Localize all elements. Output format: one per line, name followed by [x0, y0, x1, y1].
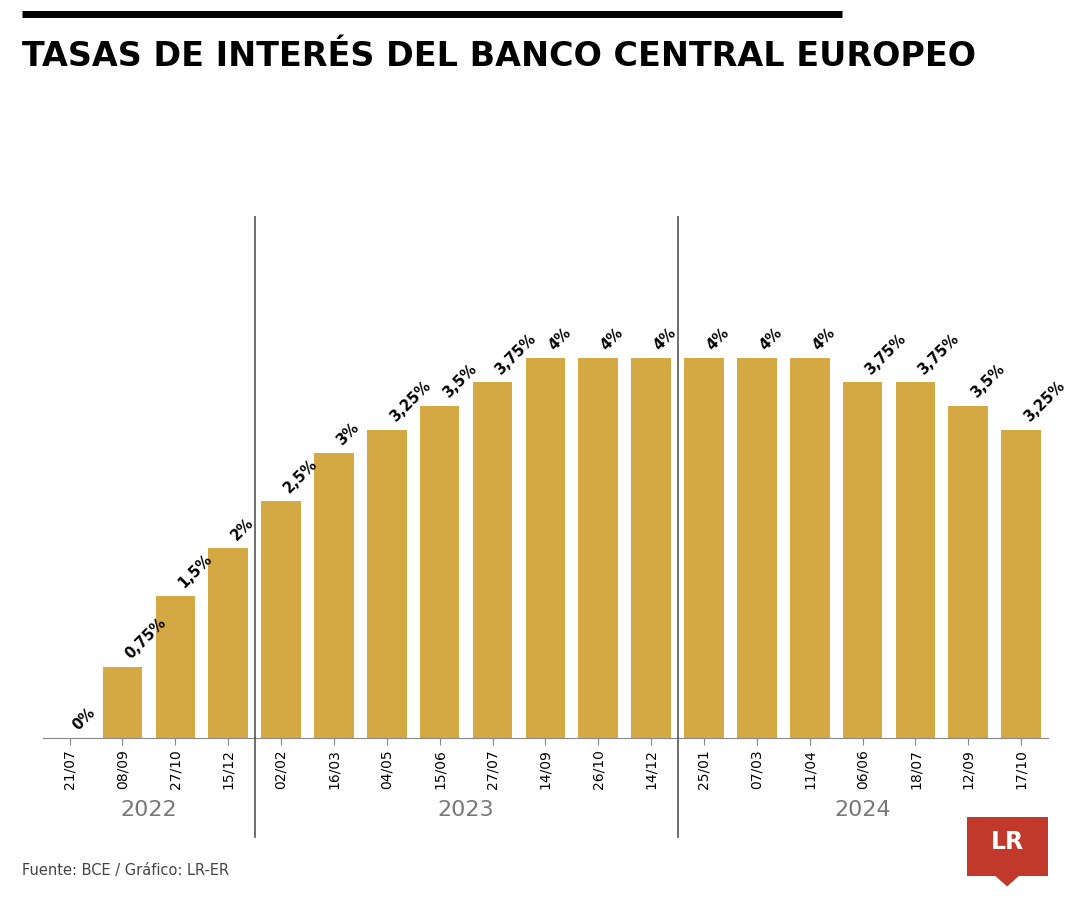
Bar	[156, 596, 195, 738]
Bar	[208, 548, 248, 738]
Text: TASAS DE INTERÉS DEL BANCO CENTRAL EUROPEO: TASAS DE INTERÉS DEL BANCO CENTRAL EUROP…	[22, 40, 975, 74]
Bar	[473, 382, 512, 738]
Text: Fuente: BCE / Gráfico: LR-ER: Fuente: BCE / Gráfico: LR-ER	[22, 862, 229, 878]
Text: 3%: 3%	[334, 420, 362, 448]
Text: LR: LR	[990, 830, 1024, 854]
Text: 2023: 2023	[437, 800, 495, 820]
Text: 3,5%: 3,5%	[969, 362, 1008, 401]
Bar	[737, 358, 777, 738]
Text: 3,25%: 3,25%	[1022, 378, 1068, 425]
Bar	[842, 382, 882, 738]
Bar	[367, 429, 407, 738]
Bar	[261, 500, 301, 738]
Bar	[526, 358, 565, 738]
Text: 4%: 4%	[651, 326, 679, 354]
Text: 2%: 2%	[228, 515, 256, 544]
Text: 0,75%: 0,75%	[122, 616, 170, 662]
Text: 2022: 2022	[121, 800, 177, 820]
Text: 3,75%: 3,75%	[916, 331, 962, 377]
Text: 4%: 4%	[545, 326, 573, 354]
Text: 1,5%: 1,5%	[175, 552, 215, 591]
Text: 2,5%: 2,5%	[281, 456, 321, 496]
Bar	[1001, 429, 1041, 738]
Bar	[314, 454, 354, 738]
Bar	[948, 406, 988, 738]
Bar	[579, 358, 618, 738]
Bar	[789, 358, 829, 738]
Bar	[420, 406, 459, 738]
Text: 3,75%: 3,75%	[492, 331, 539, 377]
Bar	[895, 382, 935, 738]
Bar	[632, 358, 671, 738]
Text: 0%: 0%	[69, 705, 98, 734]
Text: 4%: 4%	[757, 326, 785, 354]
Text: 4%: 4%	[704, 326, 732, 354]
Bar	[684, 358, 724, 738]
Bar	[103, 667, 143, 738]
Text: 2024: 2024	[834, 800, 891, 820]
Text: 4%: 4%	[810, 326, 838, 354]
Text: 3,25%: 3,25%	[387, 378, 433, 425]
Text: 3,5%: 3,5%	[440, 362, 480, 401]
Text: 4%: 4%	[598, 326, 626, 354]
Text: 3,75%: 3,75%	[863, 331, 909, 377]
